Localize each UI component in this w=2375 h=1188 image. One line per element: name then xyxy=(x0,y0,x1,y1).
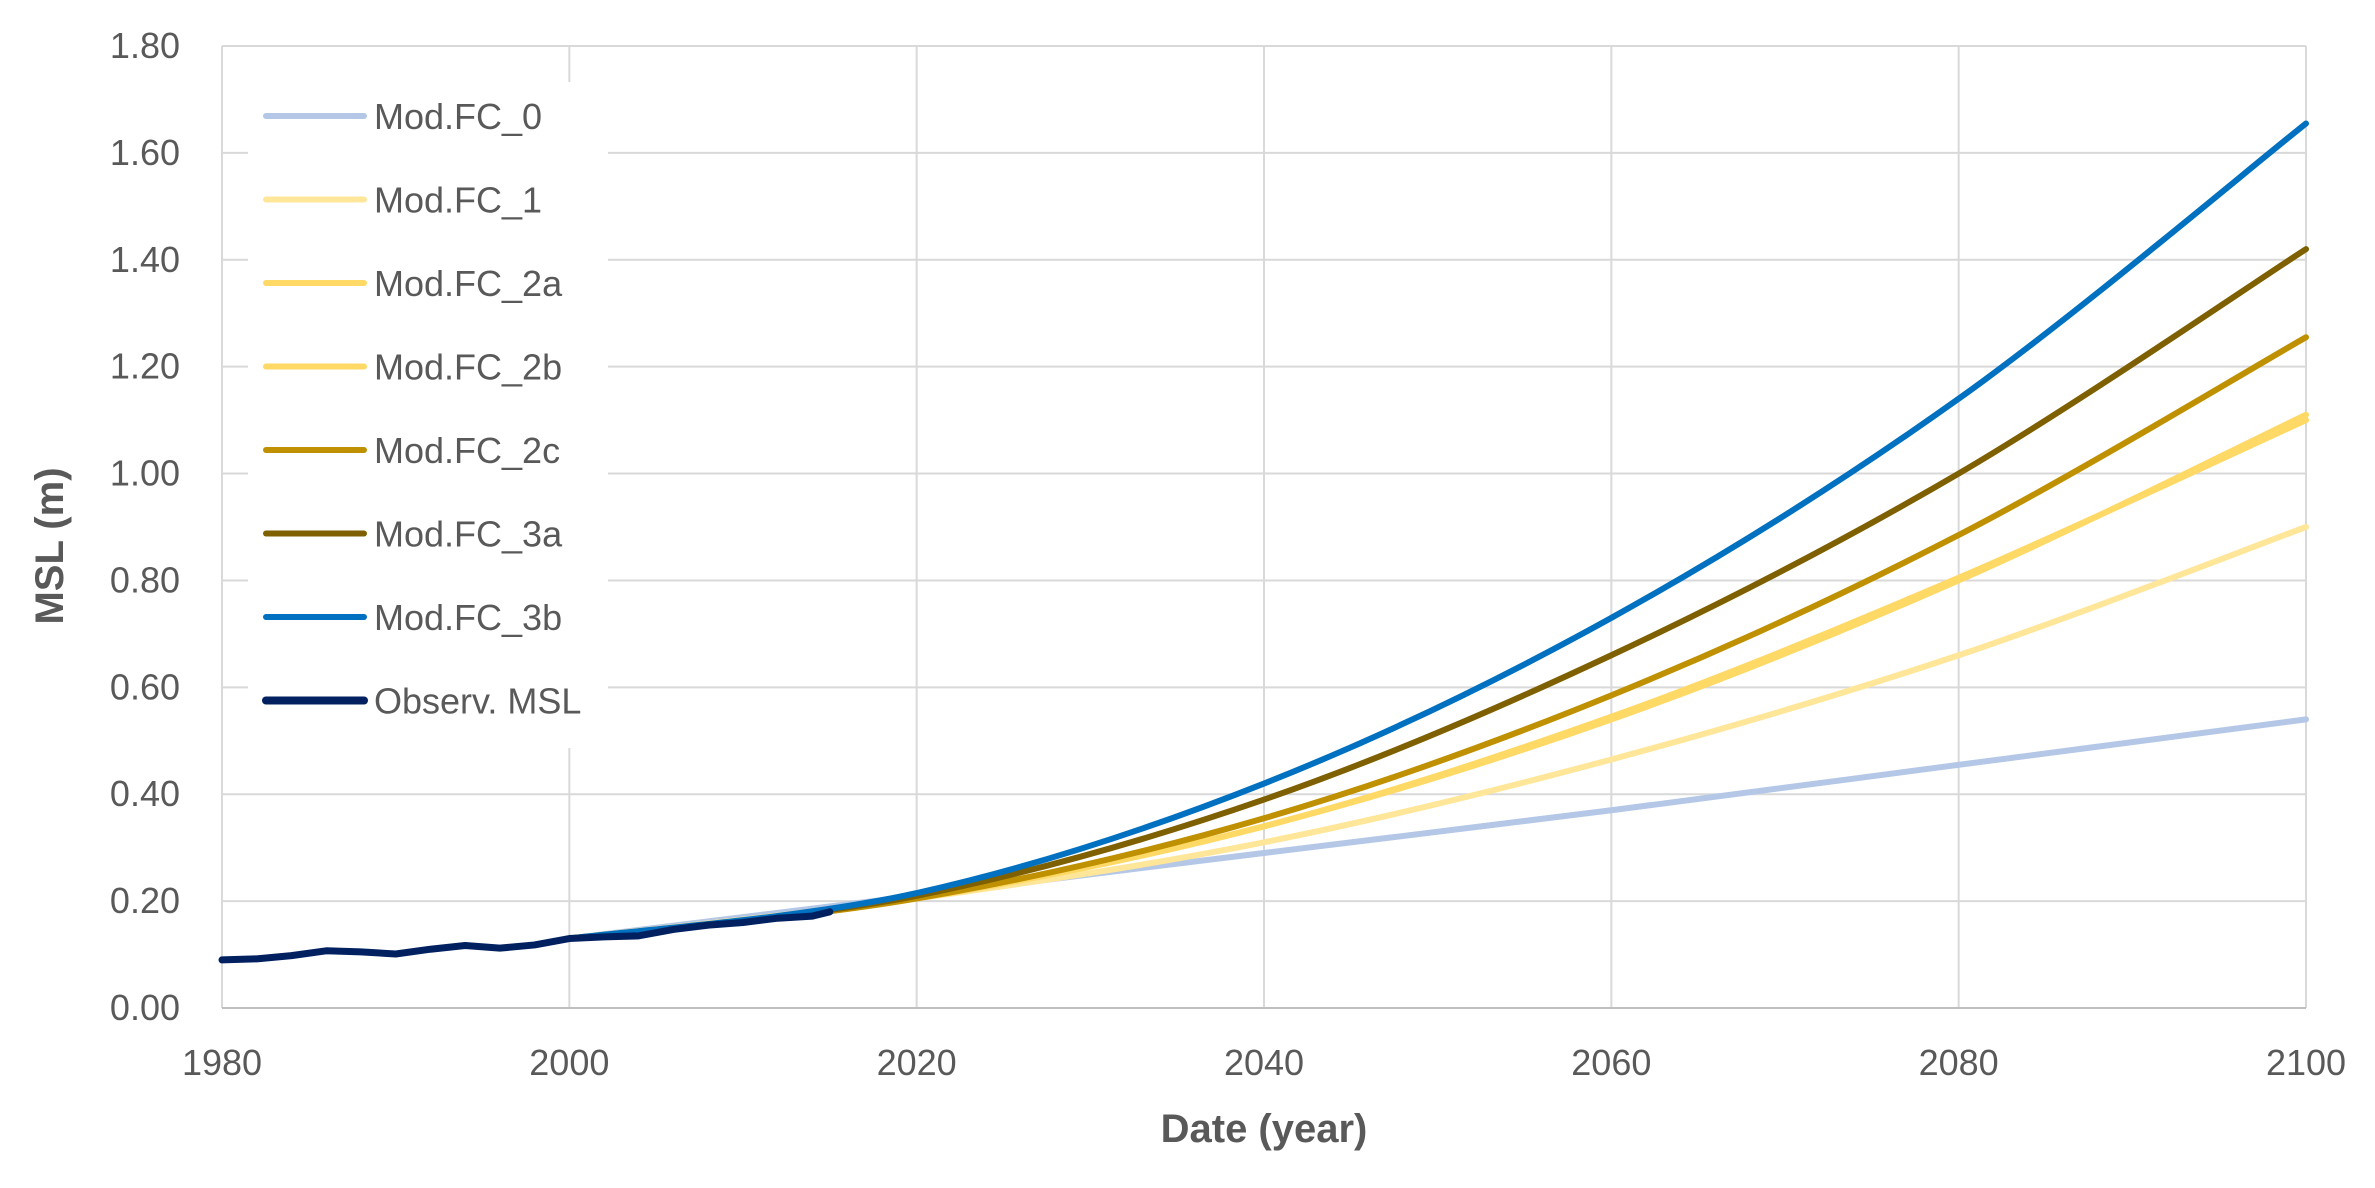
y-tick-label: 1.80 xyxy=(110,25,180,66)
y-tick-label: 0.80 xyxy=(110,559,180,600)
x-tick-label: 2040 xyxy=(1224,1042,1304,1083)
y-tick-label: 0.40 xyxy=(110,773,180,814)
y-tick-label: 0.20 xyxy=(110,880,180,921)
axes: 0.00 0.20 0.40 0.60 0.80 1.00 1.20 1.40 1.60 1.80… xyxy=(110,25,2346,1083)
series-line-mod-fc-2b xyxy=(566,417,2309,942)
series-line-mod-fc-0 xyxy=(566,716,2309,942)
legend-label: Mod.FC_0 xyxy=(374,96,542,137)
x-tick-label: 2100 xyxy=(2266,1042,2346,1083)
x-axis-title: Date (year) xyxy=(1161,1107,1368,1151)
x-tick-label: 2000 xyxy=(529,1042,609,1083)
y-tick-label: 0.60 xyxy=(110,666,180,707)
legend-label: Mod.FC_2b xyxy=(374,347,562,388)
series-line-mod-fc-3b xyxy=(566,120,2309,942)
legend: Mod.FC_0 Mod.FC_1 Mod.FC_2a Mod.FC_2b Mod.FC… xyxy=(248,82,608,748)
series-lines xyxy=(218,120,2309,964)
y-tick-label: 0.00 xyxy=(110,987,180,1028)
x-tick-label: 2020 xyxy=(877,1042,957,1083)
y-tick-label: 1.60 xyxy=(110,132,180,173)
series-line-observ-msl xyxy=(218,908,834,964)
y-tick-label: 1.40 xyxy=(110,239,180,280)
series-line-mod-fc-3a xyxy=(566,246,2309,942)
x-tick-label: 2080 xyxy=(1919,1042,1999,1083)
legend-label: Observ. MSL xyxy=(374,681,581,722)
y-axis-title: MSL (m) xyxy=(28,467,72,624)
legend-label: Mod.FC_2c xyxy=(374,430,560,471)
legend-label: Mod.FC_3a xyxy=(374,514,563,555)
legend-label: Mod.FC_3b xyxy=(374,597,562,638)
series-line-mod-fc-2c xyxy=(566,334,2309,942)
x-tick-label: 1980 xyxy=(182,1042,262,1083)
legend-label: Mod.FC_1 xyxy=(374,180,542,221)
y-tick-label: 1.20 xyxy=(110,346,180,387)
x-tick-label: 2060 xyxy=(1571,1042,1651,1083)
legend-box xyxy=(248,82,608,748)
y-tick-label: 1.00 xyxy=(110,453,180,494)
legend-label: Mod.FC_2a xyxy=(374,263,563,304)
series-line-mod-fc-2a xyxy=(566,411,2309,942)
